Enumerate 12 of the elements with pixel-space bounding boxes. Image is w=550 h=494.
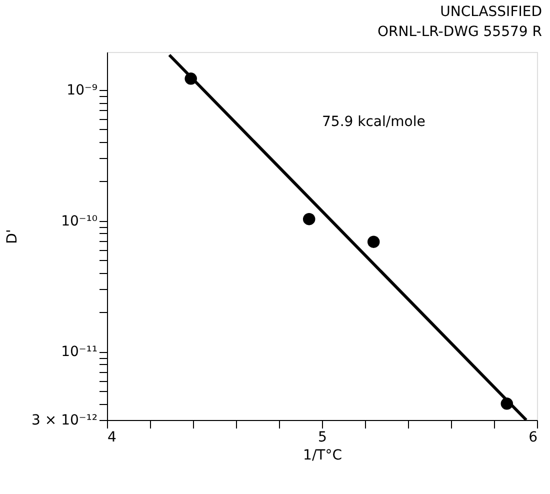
x-tick-label: 5 bbox=[318, 430, 327, 446]
x-axis-title: 1/T°C bbox=[303, 448, 342, 464]
y-tick-label: 10⁻¹¹ bbox=[61, 344, 98, 360]
x-tick-label: 6 bbox=[528, 430, 538, 446]
y-tick-label: 3 × 10⁻¹² bbox=[32, 412, 98, 428]
x-tick-label: 4 bbox=[108, 430, 116, 446]
y-tick-label: 10⁻¹⁰ bbox=[61, 213, 98, 230]
text: ORNL-LR-DWG 55579 R bbox=[378, 24, 542, 40]
annotation: 75.9 kcal/mole bbox=[322, 114, 426, 130]
y-tick-label: 10⁻⁹ bbox=[66, 82, 98, 98]
y-axis-title: D' bbox=[4, 229, 21, 244]
text: UNCLASSIFIED bbox=[440, 4, 542, 20]
